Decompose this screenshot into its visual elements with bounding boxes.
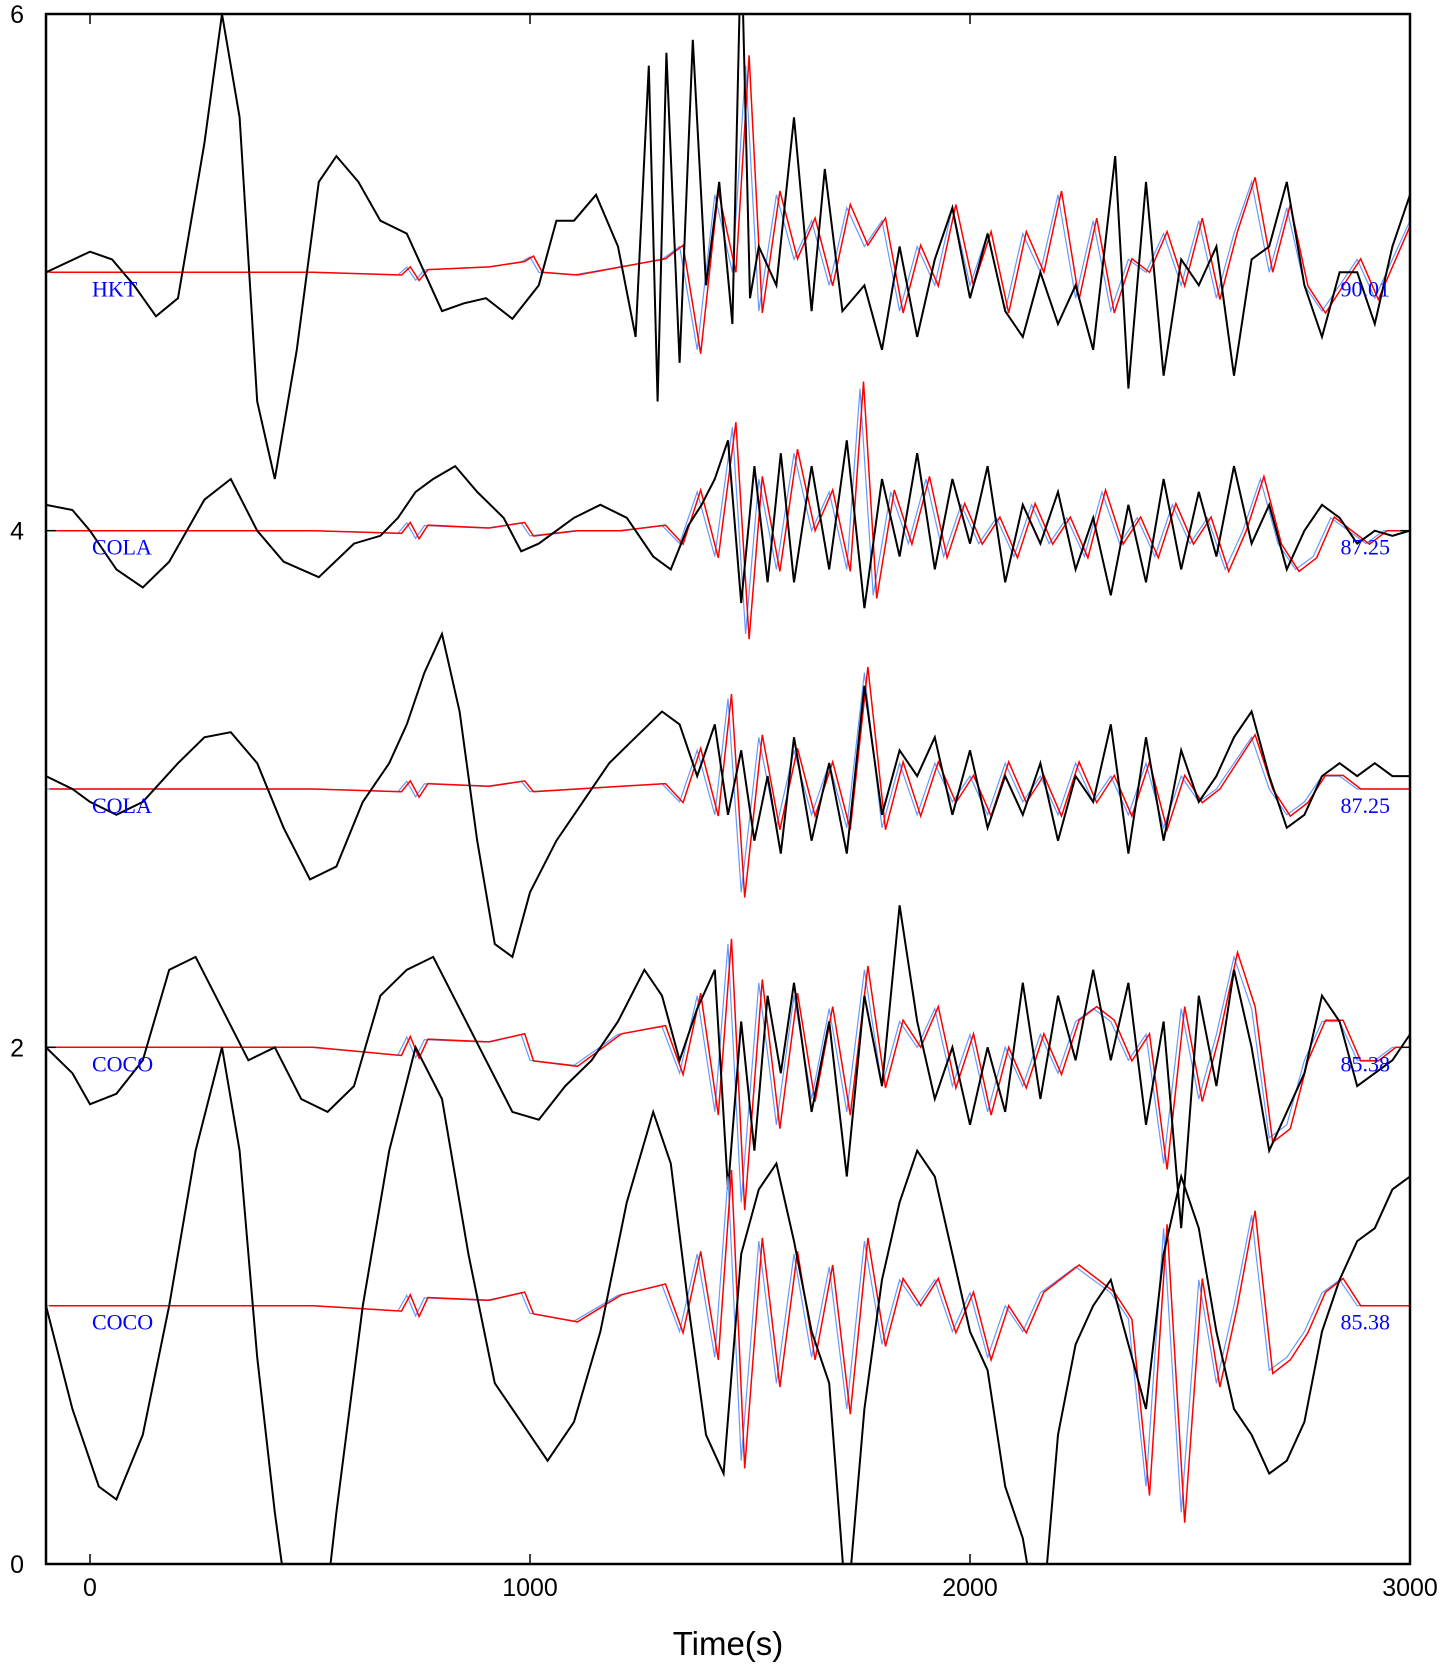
station-label-0: HKT [92, 276, 138, 301]
x-tick-label-1: 1000 [502, 1574, 558, 1602]
synthetic-red-trace-0 [49, 55, 1410, 354]
trace-labels: HKT 90.01 COLA 87.25 COLA 87.25 COCO 85.38 COCO 8… [92, 276, 1390, 1334]
trace-group [46, 14, 1410, 1564]
observed-trace-3 [46, 905, 1410, 1229]
x-axis-title: Time(s) [673, 1625, 784, 1662]
y-tick-label-3: 6 [10, 1, 24, 29]
distance-label-3: 85.38 [1341, 1051, 1391, 1076]
station-label-4: COCO [92, 1310, 153, 1335]
plot-frame [44, 12, 1412, 1566]
synthetic-red-trace-1 [49, 381, 1410, 640]
distance-label-4: 85.38 [1341, 1310, 1391, 1335]
synthetic-red-trace-3 [49, 938, 1410, 1211]
observed-trace-2 [46, 630, 1410, 959]
synthetic-red-trace-2 [49, 666, 1410, 898]
observed-trace-4 [46, 1044, 1410, 1564]
x-tick-label-3: 3000 [1382, 1574, 1438, 1602]
observed-trace-1 [46, 439, 1410, 609]
x-tick-label-2: 2000 [942, 1574, 998, 1602]
distance-label-1: 87.25 [1341, 535, 1391, 560]
y-tick-label-1: 2 [10, 1034, 24, 1062]
station-label-3: COCO [92, 1051, 153, 1076]
observed-trace-0 [46, 14, 1410, 480]
synthetic-red-trace-4 [49, 1169, 1410, 1523]
distance-label-0: 90.01 [1341, 276, 1391, 301]
station-label-2: COLA [92, 793, 152, 818]
y-tick-label-2: 4 [10, 518, 24, 546]
distance-label-2: 87.25 [1341, 793, 1391, 818]
axis-ticks: 0 1000 2000 3000 0 2 4 6 [10, 1, 1438, 1602]
y-tick-label-0: 0 [10, 1551, 24, 1579]
synthetic-blue-trace-2 [46, 672, 1410, 893]
synthetic-blue-trace-1 [46, 388, 1410, 635]
station-label-1: COLA [92, 535, 152, 560]
x-tick-label-0: 0 [83, 1574, 97, 1602]
